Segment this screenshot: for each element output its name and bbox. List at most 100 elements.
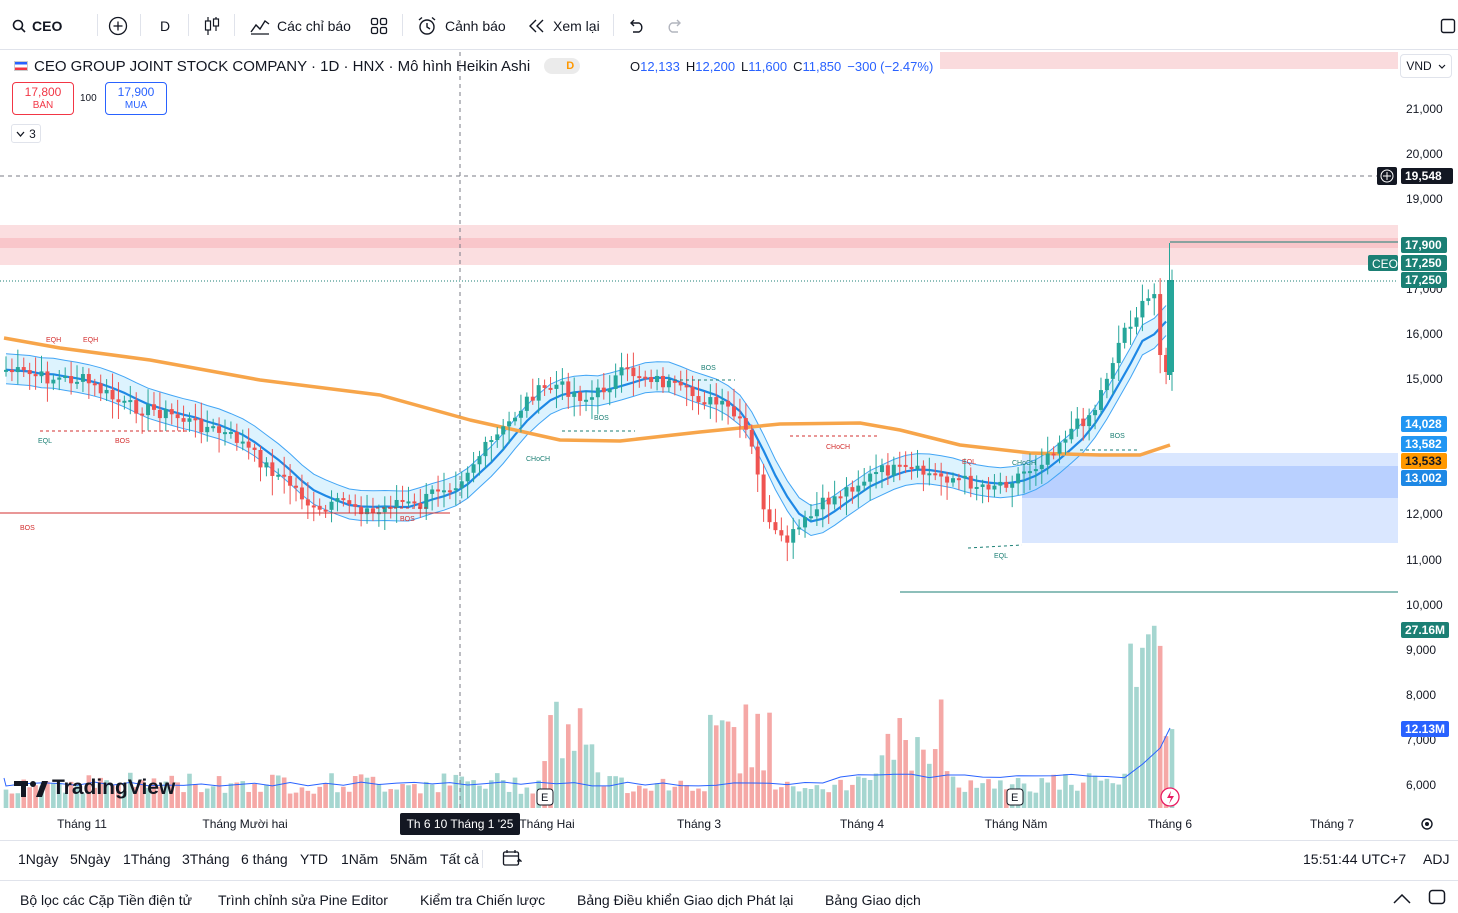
tab-pine-editor[interactable]: Trình chỉnh sửa Pine Editor — [218, 892, 388, 908]
tf-all[interactable]: Tất cả — [440, 851, 479, 867]
tf-ytd[interactable]: YTD — [300, 851, 328, 867]
tab-replay-trading[interactable]: Bảng Điều khiển Giao dịch Phát lại — [577, 892, 794, 908]
volume-bar — [1122, 773, 1127, 808]
volume-bar — [364, 777, 370, 808]
symbol-tag — [1368, 255, 1398, 271]
tf-1m[interactable]: 1Tháng — [123, 851, 171, 867]
tf-6m[interactable]: 6 tháng — [241, 851, 288, 867]
candle-body — [726, 400, 731, 407]
layouts-button[interactable] — [370, 14, 388, 38]
supply-zone-core — [0, 238, 1398, 248]
tf-1y[interactable]: 1Năm — [341, 851, 379, 867]
alerts-button[interactable]: Cảnh báo — [417, 14, 506, 38]
maximize-panel-button[interactable] — [1428, 889, 1446, 908]
price-tag-label: 19,548 — [1405, 169, 1442, 183]
candle-body — [660, 375, 665, 388]
bottom-panel-tabs: Bộ lọc các Cặp Tiền điện tử Trình chỉnh … — [0, 880, 1458, 913]
buy-button[interactable]: 17,900 MUA — [105, 82, 167, 115]
crosshair-time-tag — [400, 813, 520, 835]
price-tag-label: 12.13M — [1405, 722, 1445, 736]
annotation-label: BOS — [400, 516, 415, 523]
tab-crypto-screener[interactable]: Bộ lọc các Cặp Tiền điện tử — [20, 892, 193, 908]
tf-1d[interactable]: 1Ngày — [18, 851, 59, 867]
candle-body — [708, 397, 713, 405]
candle-body — [39, 371, 44, 377]
price-tag-label: 13,582 — [1405, 437, 1442, 451]
candle-body — [548, 387, 553, 390]
tradingview-logo-icon — [14, 781, 48, 797]
price-tag-label: 13,002 — [1405, 471, 1442, 485]
candle-body — [9, 369, 14, 373]
tab-trading-panel[interactable]: Bảng Giao dịch — [825, 892, 921, 908]
chart-type-button[interactable] — [203, 14, 221, 38]
candle-body — [1152, 294, 1157, 299]
interval-button[interactable]: D — [160, 14, 170, 38]
volume-bar — [447, 785, 453, 808]
goto-date-button[interactable] — [502, 849, 523, 870]
tab-strategy-tester[interactable]: Kiểm tra Chiến lược — [420, 892, 546, 908]
volume-bar — [767, 712, 772, 808]
candle-body — [980, 484, 985, 487]
candle-body — [885, 465, 890, 476]
volume-bar — [708, 714, 713, 808]
fullscreen-button[interactable] — [1440, 14, 1456, 38]
candle-body — [400, 499, 405, 502]
currency-select[interactable]: VND — [1400, 54, 1452, 78]
price-tag-label: 17,900 — [1405, 238, 1442, 252]
annotation-label: CHoCH — [1012, 460, 1036, 467]
replay-button[interactable]: Xem lại — [528, 14, 600, 38]
alarm-clock-icon — [418, 16, 436, 35]
adj-toggle[interactable]: ADJ — [1423, 851, 1450, 867]
undo-button[interactable] — [627, 14, 645, 38]
volume-bar — [1128, 643, 1133, 808]
tf-5y[interactable]: 5Năm — [390, 851, 428, 867]
indicators-toggle[interactable]: 3 — [11, 124, 41, 143]
volume-bar — [489, 780, 494, 808]
volume-bar — [51, 783, 56, 808]
tf-3m[interactable]: 3Tháng — [182, 851, 230, 867]
candle-body — [696, 396, 701, 403]
price-chart[interactable]: EQH EQH EQL BOS BOS BOS CHoCH BOS BOS CHoCH EQL CHo… — [0, 50, 1458, 840]
candle-body — [974, 486, 979, 489]
sell-button[interactable]: 17,800 BÁN — [12, 82, 74, 115]
tf-5d[interactable]: 5Ngày — [70, 851, 111, 867]
candle-body — [962, 475, 967, 479]
volume-bar — [27, 787, 32, 808]
volume-bar — [861, 777, 867, 808]
candle-body — [217, 426, 222, 433]
redo-button[interactable] — [666, 14, 684, 38]
time-tick-label: Tháng 3 — [677, 817, 721, 831]
candle-body — [838, 496, 843, 499]
collapse-panel-button[interactable] — [1393, 891, 1411, 907]
volume-bar — [293, 792, 299, 808]
indicators-button[interactable]: Các chỉ báo — [250, 14, 351, 38]
time-tick-label: Tháng Mười hai — [202, 817, 287, 831]
band-fill — [6, 305, 1167, 536]
candle-body — [939, 473, 944, 477]
volume-bar — [210, 786, 216, 808]
volume-bar — [86, 775, 92, 808]
volume-bar — [956, 787, 962, 808]
symbol-search[interactable]: CEO — [12, 14, 62, 38]
volume-bar — [654, 783, 660, 808]
clock[interactable]: 15:51:44 UTC+7 — [1303, 851, 1407, 867]
volume-bar — [713, 725, 719, 808]
volume-bar — [62, 792, 68, 808]
volume-bar — [731, 727, 737, 808]
add-symbol-button[interactable] — [108, 14, 128, 38]
volume-bar — [773, 789, 778, 808]
volume-bar — [187, 773, 192, 808]
price-tick-label: 8,000 — [1406, 688, 1436, 702]
annotation-label: BOS — [701, 365, 716, 372]
volume-bar — [968, 780, 974, 808]
candle-body — [755, 446, 760, 475]
earnings-marker-label: E — [1011, 792, 1018, 804]
chart-legend[interactable]: CEO GROUP JOINT STOCK COMPANY · 1D · HNX… — [14, 56, 581, 76]
candle-body — [134, 400, 139, 414]
candle-body — [808, 516, 813, 519]
volume-bar — [39, 786, 44, 808]
candle-body — [477, 456, 482, 465]
candle-body — [1158, 294, 1163, 355]
time-tick-label: Tháng 11 — [57, 817, 107, 831]
candle-body — [501, 426, 506, 435]
